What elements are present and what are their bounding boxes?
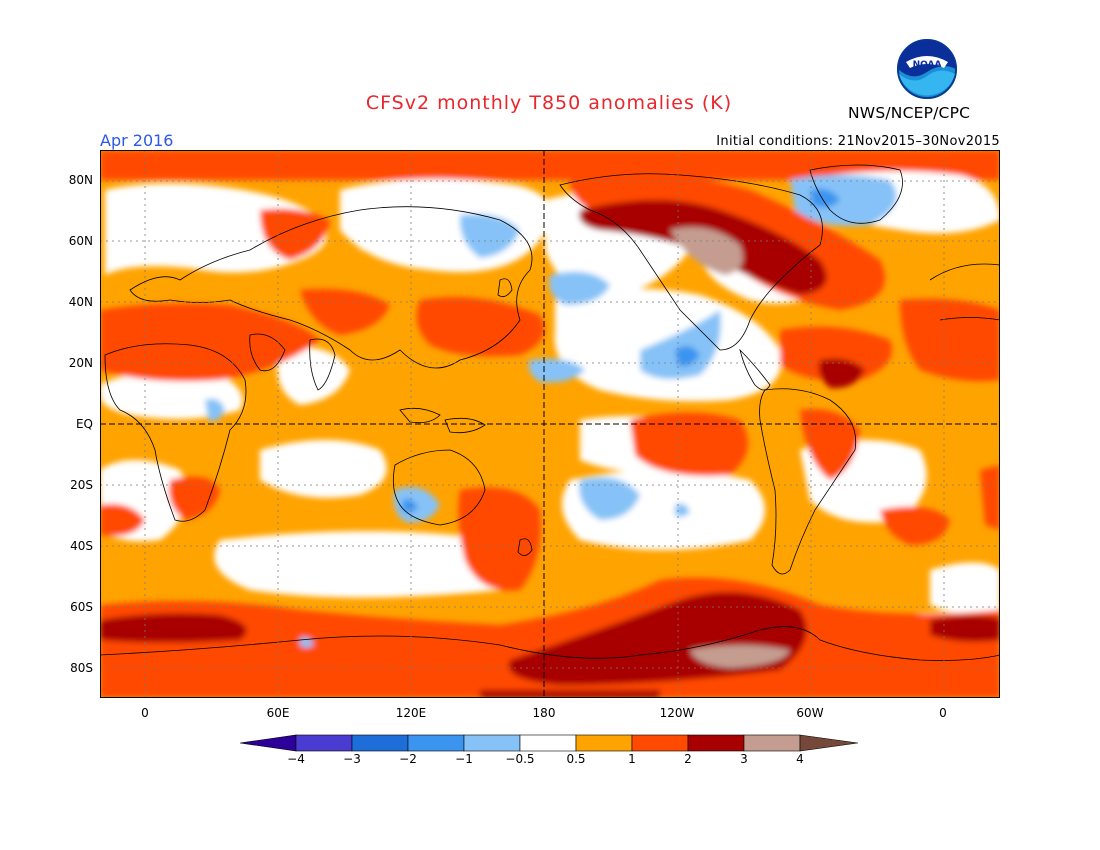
- lat-label: 40N: [68, 295, 93, 309]
- colorbar-label: 1: [628, 752, 636, 766]
- lon-label: 60E: [266, 706, 290, 720]
- colorbar-label: 4: [796, 752, 804, 766]
- colorbar-label: −1: [455, 752, 473, 766]
- lat-label: 80S: [70, 661, 93, 675]
- colorbar-label: −4: [287, 752, 305, 766]
- colorbar-label: 0.5: [566, 752, 586, 766]
- reference-lines: [100, 150, 1000, 698]
- lat-label: 60S: [70, 600, 93, 614]
- lon-label: 0: [141, 706, 149, 720]
- colorbar-label: −2: [399, 752, 417, 766]
- colorbar-label: 2: [684, 752, 692, 766]
- lat-label: EQ: [75, 417, 93, 431]
- initial-conditions-label: Initial conditions: 21Nov2015–30Nov2015: [716, 134, 1000, 149]
- colorbar-label: −3: [343, 752, 361, 766]
- lon-label: 180: [532, 706, 556, 720]
- noaa-logo: NOAA: [897, 39, 957, 99]
- lat-label: 20N: [68, 356, 93, 370]
- lon-label: 120W: [659, 706, 695, 720]
- coastlines: [100, 164, 1000, 661]
- colorbar: [239, 734, 859, 752]
- svg-text:NOAA: NOAA: [913, 60, 942, 70]
- colorbar-swatch: [351, 734, 409, 752]
- lat-label: 60N: [68, 234, 93, 248]
- colorbar-swatch: [799, 734, 859, 752]
- lat-label: 80N: [68, 173, 93, 187]
- colorbar-swatch: [463, 734, 521, 752]
- anomaly-map: [100, 150, 1000, 698]
- organization-label: NWS/NCEP/CPC: [848, 104, 971, 122]
- valid-month-label: Apr 2016: [100, 131, 174, 150]
- lon-label: 0: [939, 706, 947, 720]
- colorbar-swatch: [295, 734, 353, 752]
- lon-label: 120E: [395, 706, 427, 720]
- lat-label: 40S: [70, 539, 93, 553]
- colorbar-swatch: [519, 734, 577, 752]
- colorbar-label: 3: [740, 752, 748, 766]
- colorbar-swatch: [631, 734, 689, 752]
- lon-label: 60W: [796, 706, 824, 720]
- colorbar-swatch: [239, 734, 297, 752]
- colorbar-label: −0.5: [505, 752, 535, 766]
- colorbar-swatch: [407, 734, 465, 752]
- colorbar-swatch: [575, 734, 633, 752]
- colorbar-swatch: [743, 734, 801, 752]
- map-title: CFSv2 monthly T850 anomalies (K): [365, 92, 733, 114]
- map-frame: [100, 150, 1000, 698]
- lat-label: 20S: [70, 478, 93, 492]
- colorbar-swatch: [687, 734, 745, 752]
- graticule: [100, 150, 1000, 698]
